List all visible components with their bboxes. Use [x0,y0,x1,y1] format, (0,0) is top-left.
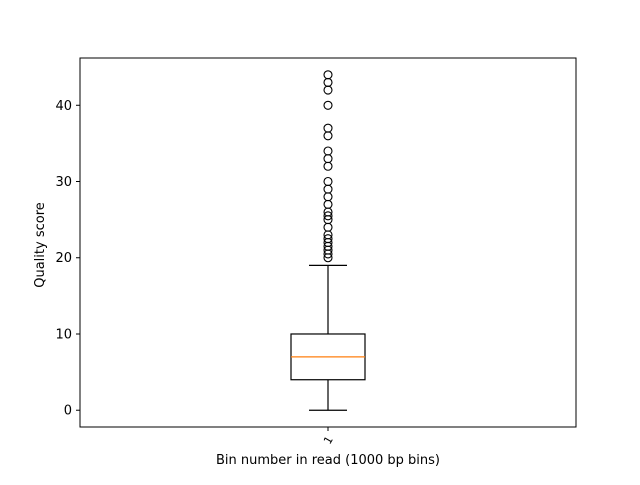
outlier-point-12 [323,192,333,202]
y-tick-label-1: 10 [55,327,72,342]
y-tick-label-3: 30 [55,175,72,190]
y-axis: 0 10 20 30 40 [55,99,80,419]
outlier-point-21 [323,85,333,95]
y-tick-label-0: 0 [64,404,72,419]
outlier-point-11 [323,199,333,209]
y-tick-label-4: 40 [55,99,72,114]
outlier-point-14 [323,176,333,187]
x-axis: 1 [321,427,336,447]
outlier-point-23 [323,70,333,80]
outlier-point-13 [323,184,333,194]
x-tick-label-0: 1 [321,434,336,447]
y-axis-label: Quality score [33,202,48,288]
outlier-point-5 [323,234,333,244]
y-tick-label-2: 20 [55,251,72,266]
outlier-point-7 [323,222,333,232]
outlier-point-19 [323,123,333,133]
outlier-point-18 [323,131,333,141]
outlier-point-17 [323,146,333,156]
outlier-point-15 [323,161,333,171]
plot-area [79,57,577,428]
outlier-point-22 [323,77,333,87]
x-axis-label: Bin number in read (1000 bp bins) [216,453,440,468]
outlier-point-9 [323,211,333,221]
outlier-point-16 [323,154,333,164]
outlier-point-20 [323,100,333,110]
